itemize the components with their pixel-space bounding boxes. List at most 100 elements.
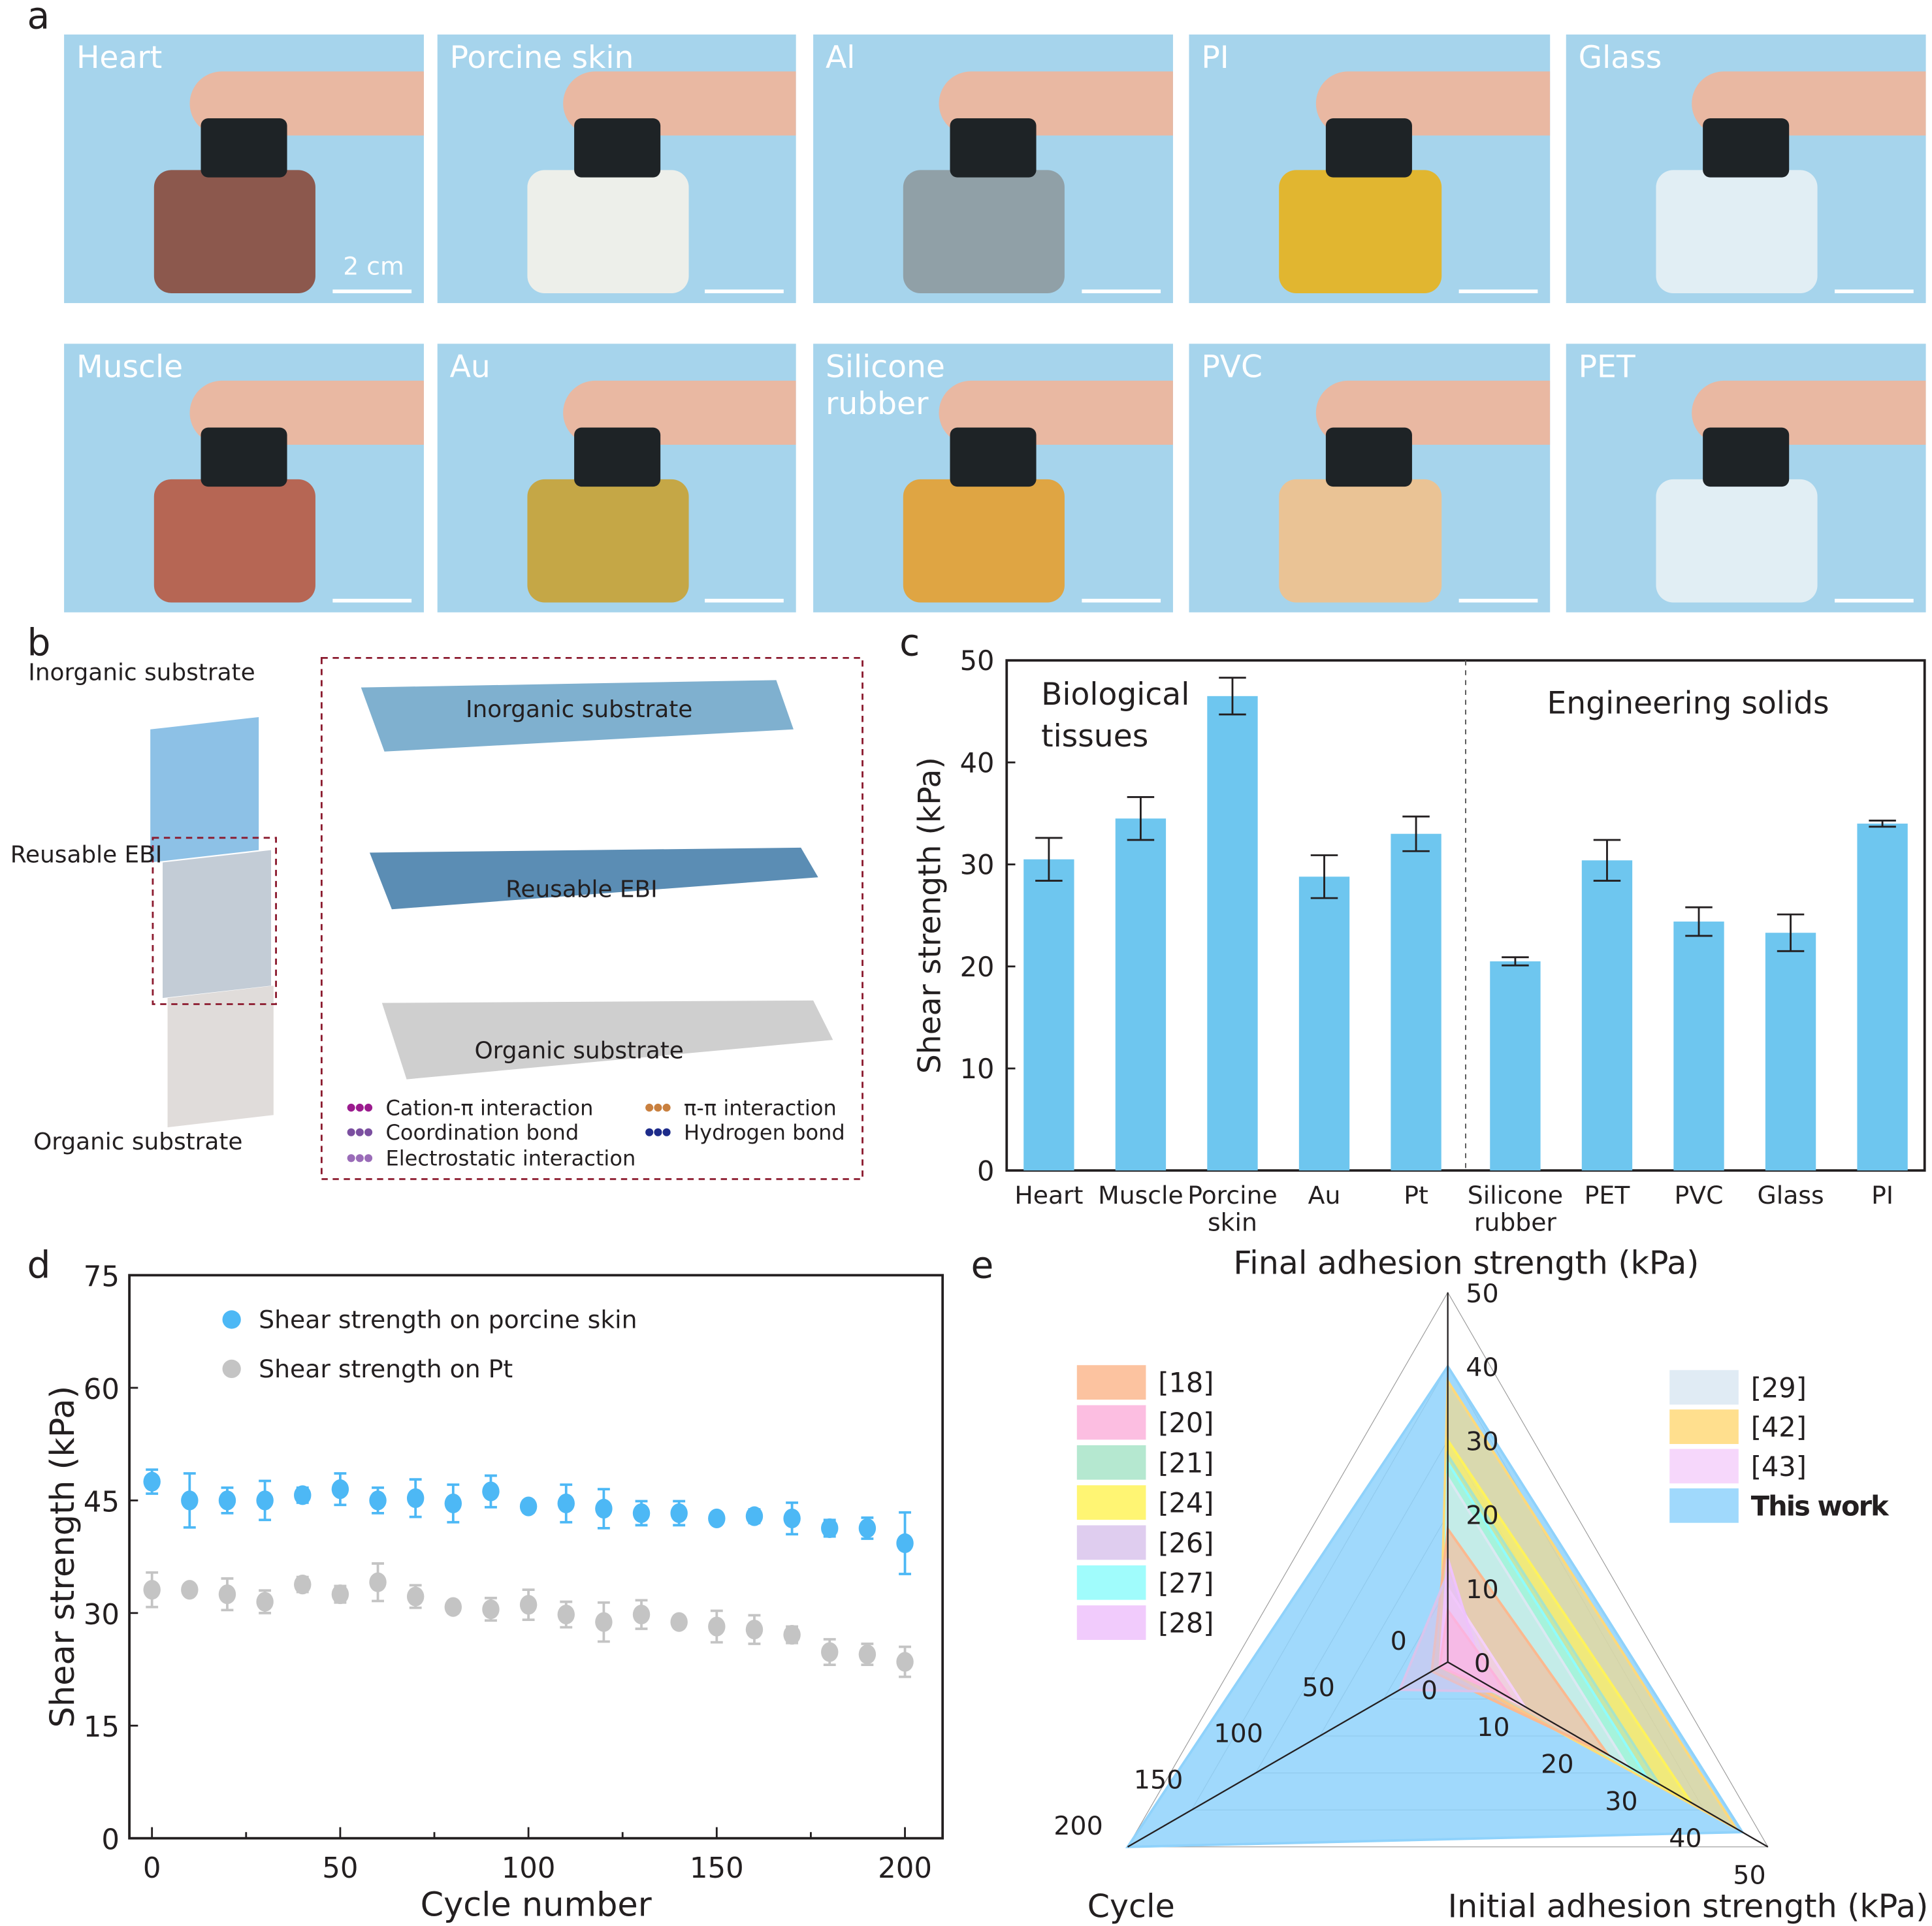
axis-label-initial: Initial adhesion strength (kPa) [1448, 1887, 1929, 1925]
plot-frame [128, 1274, 944, 1840]
photo-label: Silicone rubber [825, 348, 945, 422]
legend-swatch [1076, 1565, 1146, 1600]
x-tick-label: Glass [1757, 1181, 1824, 1210]
substrate [526, 170, 688, 293]
data-point [294, 1485, 312, 1505]
legend-marker [355, 1103, 364, 1112]
substrate [1279, 170, 1442, 293]
x-tick-label: Muscle [1098, 1181, 1183, 1210]
photo-label: Al [825, 39, 856, 76]
x-tick-label: 50 [322, 1852, 358, 1885]
substrate [1279, 479, 1442, 603]
legend-label: [26] [1158, 1527, 1214, 1559]
left-label-organic: Organic substrate [33, 1129, 242, 1155]
panel-label-d: d [27, 1244, 51, 1288]
x-tick-label: Silicone [1468, 1181, 1563, 1210]
photo-label: Porcine skin [449, 39, 634, 76]
data-point [783, 1625, 801, 1645]
legend-marker [347, 1103, 355, 1112]
data-point [557, 1605, 575, 1625]
radar-axis [1127, 1661, 1449, 1848]
adhesive-puck [201, 118, 287, 178]
x-tick-label: Au [1308, 1181, 1341, 1210]
scale-bar [332, 289, 412, 293]
substrate [1656, 170, 1818, 293]
x-tick-label: PVC [1675, 1181, 1724, 1210]
data-point [218, 1584, 236, 1605]
legend-label: Cation-π interaction [385, 1095, 593, 1120]
photo-label: Au [449, 348, 491, 385]
photo-muscle: Muscle [64, 344, 424, 613]
legend-swatch [1669, 1488, 1739, 1523]
bar [1765, 933, 1816, 1171]
x-tick-label: Heart [1014, 1181, 1083, 1210]
box-label-inorganic: Inorganic substrate [466, 696, 692, 723]
data-point [256, 1592, 274, 1612]
adhesive-puck [1703, 118, 1790, 178]
group-label-line: Biological [1041, 677, 1189, 713]
legend-marker [662, 1103, 671, 1112]
radar-tick-label: 50 [1733, 1860, 1765, 1890]
photo-label: PVC [1201, 348, 1263, 385]
radar-series [1438, 1377, 1737, 1830]
legend-swatch [1076, 1525, 1146, 1560]
data-point [406, 1586, 425, 1607]
legend-label: [42] [1751, 1411, 1807, 1443]
adhesive-puck [950, 427, 1037, 487]
data-point [858, 1518, 877, 1539]
legend-label: [28] [1158, 1607, 1214, 1639]
adhesive-puck [201, 427, 287, 487]
legend-label: [18] [1158, 1367, 1214, 1399]
scale-bar [1082, 289, 1161, 293]
x-tick-label: Pt [1404, 1181, 1428, 1210]
legend-swatch [1076, 1605, 1146, 1640]
photo-porcine-skin: Porcine skin [437, 34, 796, 304]
y-tick-label: 40 [960, 746, 995, 778]
grid-ring [1127, 1291, 1769, 1848]
panel-label-b: b [27, 622, 51, 666]
bar [1298, 876, 1350, 1171]
box-organic-slab [381, 1000, 833, 1080]
legend-marker [654, 1128, 662, 1136]
bar [1391, 833, 1441, 1171]
legend-marker [355, 1128, 364, 1136]
scale-bar [332, 598, 412, 603]
panel-label-e: e [971, 1244, 994, 1288]
y-tick-label: 60 [84, 1373, 120, 1406]
radar-tick-label: 0 [1391, 1626, 1407, 1656]
x-tick-label: PET [1585, 1181, 1631, 1210]
photo-al: Al [813, 34, 1173, 304]
group-label-engineering: Engineering solids [1547, 685, 1829, 721]
y-axis-label: Shear strength (kPa) [44, 1386, 82, 1728]
ebi-slab [163, 850, 272, 999]
legend-marker [364, 1103, 373, 1112]
legend-label: Hydrogen bond [684, 1120, 845, 1145]
mechanism-box [320, 656, 863, 1180]
y-tick-label: 30 [84, 1599, 120, 1631]
data-point [181, 1490, 199, 1511]
panel-b-diagram: Inorganic substrate Reusable EBI Organic… [10, 656, 863, 1180]
data-point [444, 1493, 462, 1514]
radar-chart: 0 10 20 30 40 50 0 10 20 30 40 50 0 50 100 150 200 Final … [1054, 1244, 1929, 1925]
legend-marker [222, 1359, 241, 1379]
data-point [896, 1652, 914, 1672]
substrate [153, 170, 316, 293]
legend-marker [645, 1103, 654, 1112]
y-tick-label: 75 [84, 1261, 120, 1294]
y-axis-label: Shear strength (kPa) [912, 757, 948, 1074]
y-tick-label: 50 [960, 645, 995, 677]
legend-swatch [1076, 1405, 1146, 1440]
data-point [369, 1490, 387, 1511]
radar-tick-label: 10 [1466, 1575, 1498, 1605]
data-point [143, 1471, 161, 1492]
data-point [444, 1597, 462, 1617]
data-point [821, 1642, 839, 1662]
data-point [858, 1644, 877, 1665]
data-point [256, 1490, 274, 1511]
legend-marker [662, 1128, 671, 1136]
data-point [369, 1572, 387, 1592]
radar-tick-label: 40 [1466, 1353, 1498, 1383]
panel-label-c: c [899, 622, 920, 666]
y-tick-label: 15 [84, 1711, 120, 1744]
adhesive-puck [1703, 427, 1790, 487]
